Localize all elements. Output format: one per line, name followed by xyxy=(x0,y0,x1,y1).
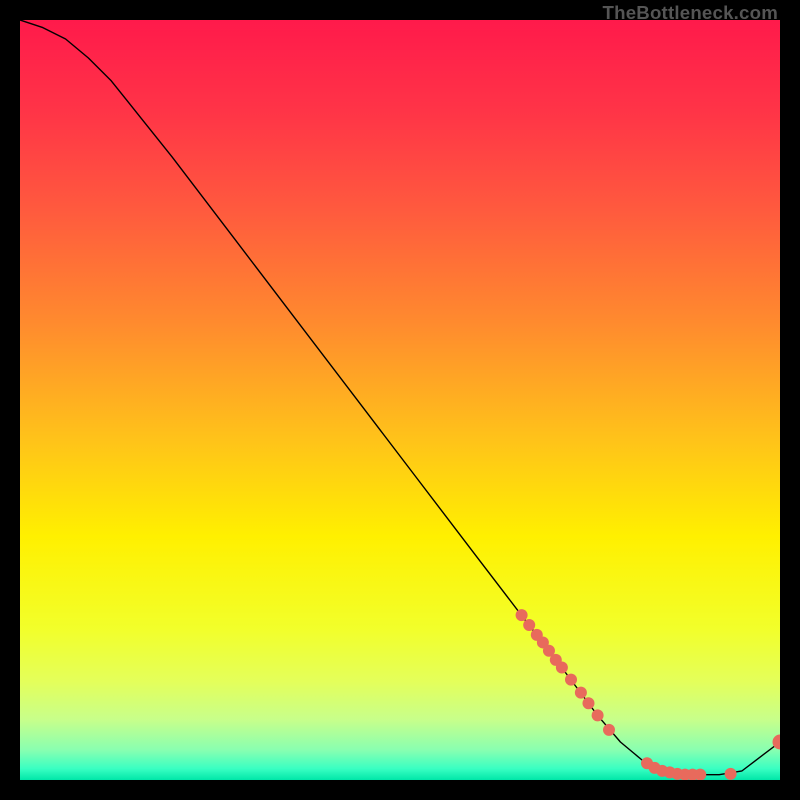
watermark-label: TheBottleneck.com xyxy=(603,2,779,24)
chart-canvas: TheBottleneck.com xyxy=(0,0,800,800)
chart-svg xyxy=(20,20,780,780)
data-marker xyxy=(556,662,568,674)
data-marker xyxy=(565,674,577,686)
gradient-background xyxy=(20,20,780,780)
data-marker xyxy=(516,609,528,621)
data-marker xyxy=(603,724,615,736)
data-marker xyxy=(523,619,535,631)
data-marker xyxy=(592,709,604,721)
plot-area xyxy=(20,20,780,780)
data-marker xyxy=(725,768,737,780)
data-marker xyxy=(575,687,587,699)
data-marker xyxy=(582,697,594,709)
